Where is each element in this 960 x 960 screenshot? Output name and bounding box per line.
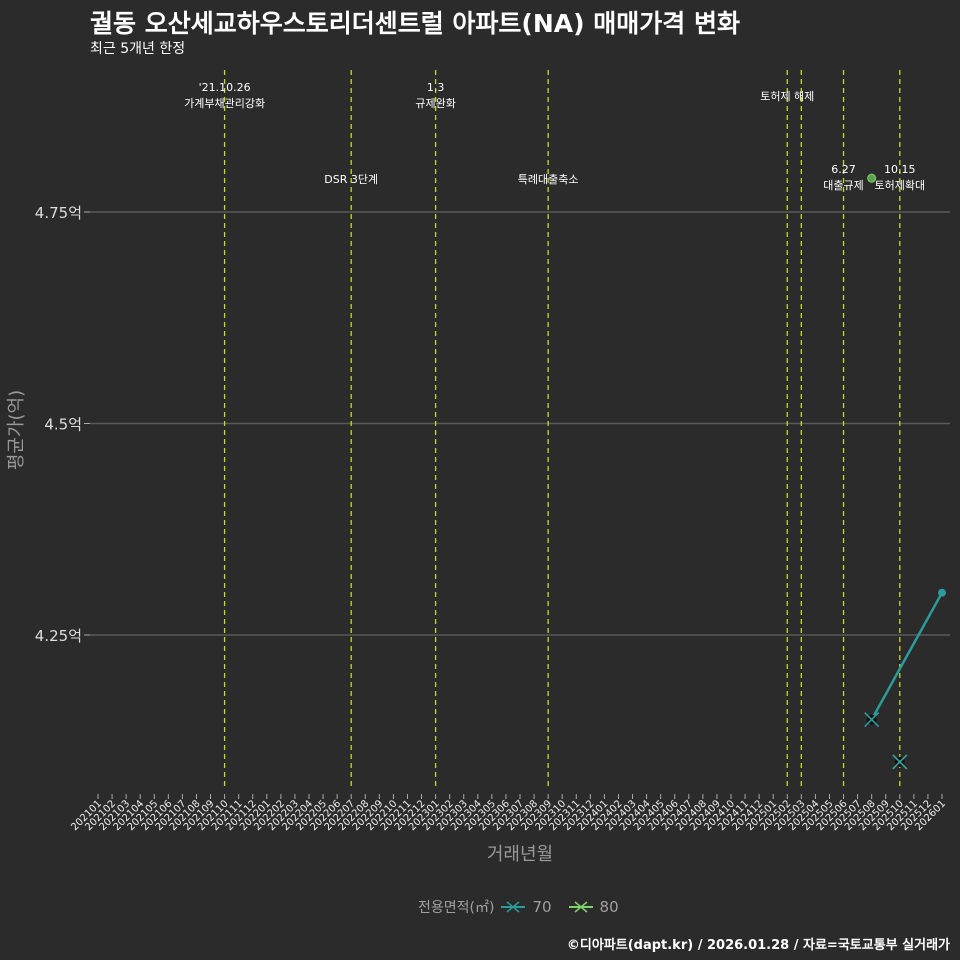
event-label: '21.10.26 (199, 81, 251, 94)
chart-subtitle: 최근 5개년 한정 (90, 41, 186, 57)
legend-key-80-icon (568, 901, 593, 913)
data-point-80 (867, 173, 877, 183)
event-label: 특례대출축소 (518, 173, 579, 186)
x-axis-title: 거래년월 (487, 844, 553, 865)
y-tick-label: 4.75억 (35, 204, 82, 222)
event-label: 1.3 (427, 81, 445, 94)
legend-key-70-icon (501, 901, 526, 913)
data-point-80 (892, 754, 908, 770)
series-line-70 (870, 592, 944, 721)
y-tick-label: 4.25억 (35, 627, 82, 645)
event-label: 토허제 해제 (760, 89, 814, 103)
event-label: 규제완화 (415, 97, 455, 110)
legend-label-70: 70 (532, 898, 552, 916)
data-point-70 (864, 712, 880, 728)
legend-label-80: 80 (599, 898, 619, 916)
legend-title: 전용면적(㎡) (418, 900, 495, 916)
event-label: DSR 3단계 (324, 173, 378, 186)
chart-title: 궐동 오산세교하우스토리더센트럴 아파트(NA) 매매가격 변화 (90, 9, 740, 38)
event-label: 토허제확대 (874, 179, 925, 192)
y-tick-label: 4.5억 (44, 416, 82, 434)
y-axis-title: 평균가(억) (6, 390, 27, 470)
source-caption: ©디아파트(dapt.kr) / 2026.01.28 / 자료=국토교통부 실… (566, 938, 950, 953)
legend: 전용면적(㎡) 70 80 (418, 897, 629, 917)
data-point-70 (938, 588, 946, 597)
event-label: 가계부채관리강화 (184, 97, 265, 110)
event-label: 10.15 (884, 163, 916, 176)
event-label: 6.27 (831, 163, 856, 176)
event-label: 대출규제 (823, 179, 863, 192)
